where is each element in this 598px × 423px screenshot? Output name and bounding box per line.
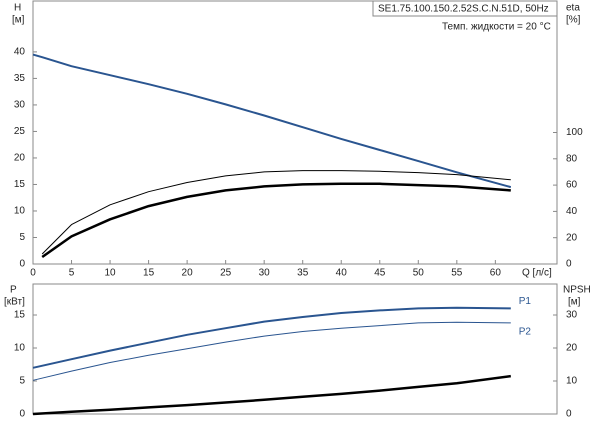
x-tick-label: 30 [259, 268, 271, 279]
y2-tick-label: 10 [566, 376, 578, 387]
y-tick-label: 30 [14, 100, 26, 111]
x-tick-label: 45 [374, 268, 386, 279]
y-tick-label: 25 [14, 126, 26, 137]
series-label: P2 [519, 327, 532, 338]
curve [41, 170, 511, 255]
y2-label: eta [566, 3, 580, 14]
x-tick-label: 20 [182, 268, 194, 279]
y2-tick-label: 40 [566, 206, 578, 217]
y-tick-label: 40 [14, 47, 26, 58]
x-label: Q [л/с] [522, 268, 552, 279]
curve [32, 306, 511, 369]
x-tick-label: 10 [104, 268, 116, 279]
y2-tick-label: 20 [566, 232, 578, 243]
curve [32, 374, 511, 416]
title-box [372, 0, 558, 17]
series-label: P1 [519, 296, 532, 307]
y-tick-label: 0 [19, 409, 25, 420]
y2-tick-label: 80 [566, 153, 578, 164]
y-unit: [кВт] [4, 297, 25, 308]
y-tick-label: 10 [14, 343, 26, 354]
y-unit: [м] [12, 15, 25, 26]
y-tick-label: 5 [19, 232, 25, 243]
x-tick-label: 55 [451, 268, 463, 279]
plot-frame [32, 283, 558, 415]
x-tick-label: 40 [336, 268, 348, 279]
x-tick-label: 15 [143, 268, 155, 279]
x-tick-label: 60 [490, 268, 502, 279]
chart-title: SE1.75.100.150.2.52S.C.N.51D, 50Hz [378, 4, 549, 15]
y2-unit: [м] [568, 297, 581, 308]
curve [32, 321, 511, 381]
y-label: P [10, 285, 17, 296]
y-tick-label: 15 [14, 179, 26, 190]
x-tick-label: 50 [413, 268, 425, 279]
x-tick-label: 5 [69, 268, 75, 279]
x-tick-label: 0 [30, 268, 36, 279]
annotation: Темп. жидкости = 20 °C [442, 22, 551, 33]
y2-tick-label: 100 [566, 127, 583, 138]
x-tick-label: 25 [220, 268, 232, 279]
y2-tick-label: 0 [566, 259, 572, 270]
curve [32, 53, 512, 189]
y2-tick-label: 20 [566, 343, 578, 354]
y-tick-label: 15 [14, 310, 26, 321]
y2-tick-label: 0 [566, 409, 572, 420]
y-tick-label: 20 [14, 153, 26, 164]
curve [41, 182, 511, 259]
x-tick-label: 35 [297, 268, 309, 279]
y-label: H [14, 3, 21, 14]
y-tick-label: 35 [14, 73, 26, 84]
y-tick-label: 5 [19, 376, 25, 387]
y-tick-label: 0 [19, 259, 25, 270]
y2-unit: [%] [566, 15, 581, 26]
y-tick-label: 10 [14, 206, 26, 217]
y2-label: NPSH [563, 285, 591, 296]
plot-frame [32, 0, 558, 265]
y2-tick-label: 30 [566, 310, 578, 321]
y2-tick-label: 60 [566, 180, 578, 191]
